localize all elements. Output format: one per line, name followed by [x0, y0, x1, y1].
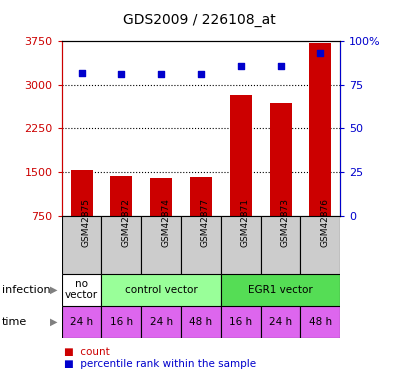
Bar	[270, 104, 291, 216]
Bar	[221, 216, 261, 274]
Point	[198, 71, 204, 77]
Bar	[71, 170, 92, 216]
Bar	[300, 216, 340, 274]
Bar	[221, 274, 340, 306]
Bar	[101, 274, 221, 306]
Point	[118, 71, 125, 77]
Text: infection: infection	[2, 285, 51, 295]
Bar	[101, 306, 141, 338]
Text: 24 h: 24 h	[70, 316, 93, 327]
Bar	[62, 274, 101, 306]
Bar	[190, 177, 212, 216]
Text: GSM42875: GSM42875	[82, 198, 91, 247]
Text: 48 h: 48 h	[309, 316, 332, 327]
Bar	[221, 306, 261, 338]
Text: GSM42871: GSM42871	[241, 198, 250, 247]
Bar	[111, 176, 132, 216]
Bar	[181, 306, 221, 338]
Bar	[62, 216, 101, 274]
Text: no
vector: no vector	[65, 279, 98, 300]
Text: time: time	[2, 316, 27, 327]
Bar	[310, 43, 332, 216]
Bar	[181, 216, 221, 274]
Text: 16 h: 16 h	[110, 316, 133, 327]
Text: control vector: control vector	[125, 285, 197, 295]
Bar	[150, 178, 172, 216]
Text: 24 h: 24 h	[150, 316, 173, 327]
Text: ■  count: ■ count	[64, 347, 109, 357]
Bar	[261, 306, 300, 338]
Text: ▶: ▶	[50, 316, 58, 327]
Point	[78, 70, 85, 76]
Text: GSM42876: GSM42876	[320, 198, 330, 247]
Point	[238, 63, 244, 69]
Bar	[62, 306, 101, 338]
Text: GSM42874: GSM42874	[161, 198, 170, 247]
Bar	[141, 306, 181, 338]
Text: EGR1 vector: EGR1 vector	[248, 285, 313, 295]
Text: 24 h: 24 h	[269, 316, 292, 327]
Point	[317, 51, 324, 57]
Text: GSM42873: GSM42873	[281, 198, 290, 247]
Point	[158, 71, 164, 77]
Point	[277, 63, 284, 69]
Text: GSM42872: GSM42872	[121, 198, 131, 247]
Bar	[261, 216, 300, 274]
Text: ■  percentile rank within the sample: ■ percentile rank within the sample	[64, 359, 256, 369]
Text: 16 h: 16 h	[229, 316, 252, 327]
Bar	[230, 95, 252, 216]
Text: ▶: ▶	[50, 285, 58, 295]
Text: 48 h: 48 h	[189, 316, 213, 327]
Text: GSM42877: GSM42877	[201, 198, 210, 247]
Bar	[300, 306, 340, 338]
Bar	[141, 216, 181, 274]
Bar	[101, 216, 141, 274]
Text: GDS2009 / 226108_at: GDS2009 / 226108_at	[123, 13, 275, 27]
